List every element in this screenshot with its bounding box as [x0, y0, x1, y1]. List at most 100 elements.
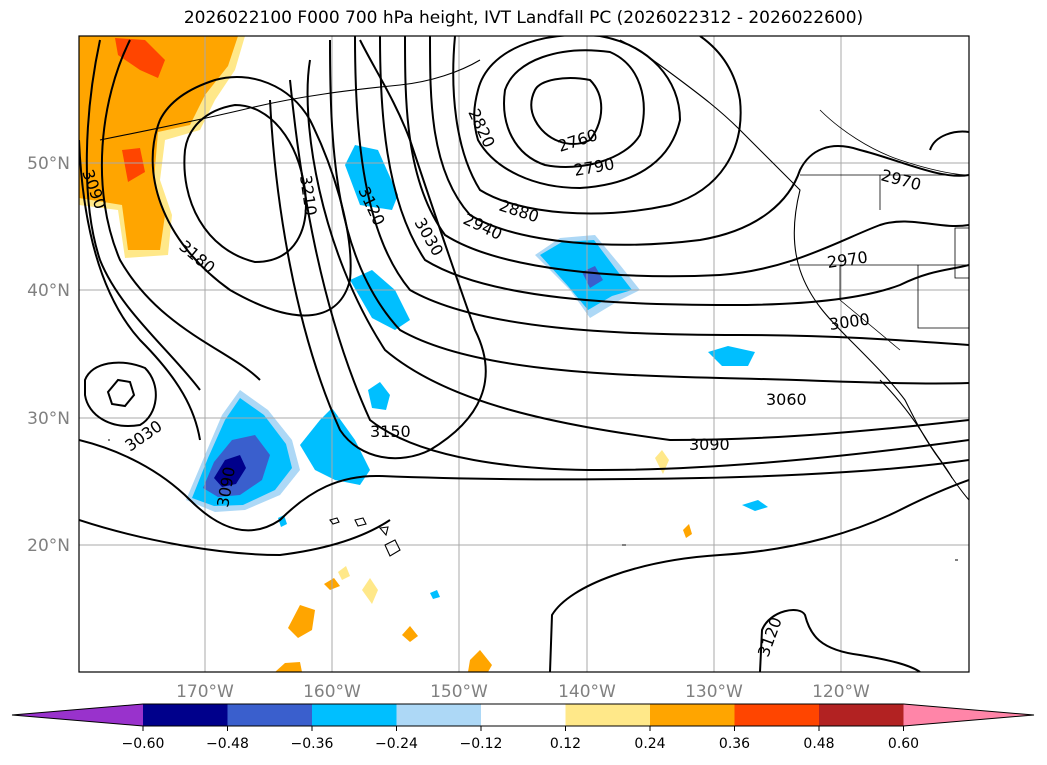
coastlines — [99, 39, 969, 561]
colorbar-tick-label: 0.24 — [634, 736, 665, 752]
contour-label: 2790 — [572, 154, 615, 180]
colorbar-segment — [396, 704, 482, 726]
colorbar-extend-max — [903, 704, 1034, 726]
contour-label-group: 2760 2790 2820 2880 2940 2970 2970 3000 … — [78, 106, 923, 660]
ivt-shading — [79, 36, 768, 672]
contour-line — [289, 79, 969, 472]
colorbar-segment — [819, 704, 904, 726]
colorbar-segment — [650, 704, 735, 726]
colorbar-tick-label: 0.36 — [719, 736, 750, 752]
negative-anomaly-region — [742, 500, 768, 511]
contour-label: 3090 — [689, 435, 730, 454]
contour-line — [379, 36, 969, 307]
negative-anomaly-region — [345, 145, 398, 210]
state-border — [917, 265, 969, 329]
height-contours — [79, 36, 969, 672]
colorbar-segment — [565, 704, 651, 726]
positive-anomaly-region — [402, 626, 418, 642]
contour-line — [100, 39, 261, 381]
colorbar-segment — [734, 704, 820, 726]
colorbar-tick-label: 0.60 — [888, 736, 919, 752]
colorbar-tick-label: −0.12 — [460, 736, 503, 752]
islands — [108, 439, 958, 561]
negative-anomaly-region — [278, 515, 287, 527]
contour-line — [549, 479, 969, 672]
lon-label: 140°W — [558, 682, 616, 702]
lon-label: 160°W — [303, 682, 361, 702]
negative-anomaly-region — [368, 382, 390, 410]
contour-line — [530, 77, 603, 145]
longitude-labels: 170°W 160°W 150°W 140°W 130°W 120°W — [176, 682, 870, 702]
lat-label: 30°N — [27, 409, 70, 429]
positive-anomaly-region — [655, 450, 669, 474]
strong-positive-region — [122, 148, 145, 182]
state-border — [954, 227, 969, 279]
negative-anomaly-region — [430, 590, 440, 599]
contour-line — [404, 36, 969, 278]
contour-line — [306, 59, 969, 442]
strongest-negative-region — [214, 455, 246, 487]
contour-line — [759, 609, 921, 672]
contour-label: 3000 — [828, 309, 871, 333]
colorbar: −0.60 −0.48 −0.36 −0.24 −0.12 0.12 0.24 0.36 0.4… — [11, 703, 1035, 752]
contour-line — [183, 103, 307, 264]
map-frame — [78, 35, 970, 673]
contour-line — [151, 75, 352, 317]
positive-anomaly-region — [468, 650, 492, 672]
contour-line — [269, 39, 487, 460]
hawaiian-islands — [329, 517, 401, 557]
colorbar-tick-label: −0.60 — [122, 736, 165, 752]
contour-line — [503, 49, 645, 168]
lat-label: 20°N — [27, 536, 70, 556]
colorbar-tick-label: 0.12 — [550, 736, 581, 752]
contour-line — [354, 36, 969, 346]
lon-label: 120°W — [812, 682, 870, 702]
contour-label: 2820 — [464, 106, 498, 151]
contour-label: 3120 — [754, 615, 786, 660]
colorbar-tick-label: −0.24 — [375, 736, 418, 752]
lon-label: 150°W — [430, 682, 488, 702]
positive-anomaly-region — [288, 605, 315, 638]
latitude-labels: 50°N 40°N 30°N 20°N — [27, 154, 70, 556]
lon-label: 130°W — [685, 682, 743, 702]
colorbar-tick-label: −0.36 — [291, 736, 334, 752]
coastline-north-america — [619, 39, 969, 501]
contour-label: 2970 — [826, 247, 869, 271]
colorbar-tick-label: 0.48 — [803, 736, 834, 752]
contour-line — [429, 36, 969, 246]
state-border — [819, 109, 969, 176]
contour-line — [79, 519, 391, 557]
colorbar-segment — [312, 704, 397, 726]
contour-label: 2760 — [555, 125, 600, 156]
positive-anomaly-region — [338, 566, 350, 580]
coastline-alaska-arc — [99, 59, 481, 141]
negative-anomaly-region — [708, 346, 755, 366]
contour-label: 3060 — [766, 390, 807, 409]
contour-line — [329, 39, 969, 385]
colorbar-extend-min — [12, 704, 143, 726]
contour-line — [106, 378, 136, 408]
strong-positive-region — [115, 38, 165, 78]
contour-line — [473, 36, 682, 190]
positive-anomaly-region — [275, 662, 302, 672]
negative-anomaly-region — [300, 408, 370, 485]
contour-line — [79, 439, 969, 532]
contour-line — [84, 361, 157, 427]
state-border — [839, 265, 901, 351]
contour-line — [79, 139, 201, 441]
positive-anomaly-region — [79, 36, 238, 250]
contour-label: 2940 — [460, 209, 505, 243]
colorbar-segment — [143, 704, 228, 726]
contour-line — [452, 36, 742, 215]
contour-label: 2880 — [497, 196, 542, 227]
colorbar-segment — [481, 704, 566, 726]
contour-label: 3180 — [175, 237, 218, 278]
coastline-baja — [879, 379, 953, 479]
colorbar-segment — [227, 704, 313, 726]
chart-title: 2026022100 F000 700 hPa height, IVT Land… — [183, 8, 864, 28]
graticule — [79, 36, 969, 672]
lat-label: 50°N — [27, 154, 70, 174]
contour-line — [929, 130, 969, 151]
colorbar-tick-label: −0.48 — [206, 736, 249, 752]
